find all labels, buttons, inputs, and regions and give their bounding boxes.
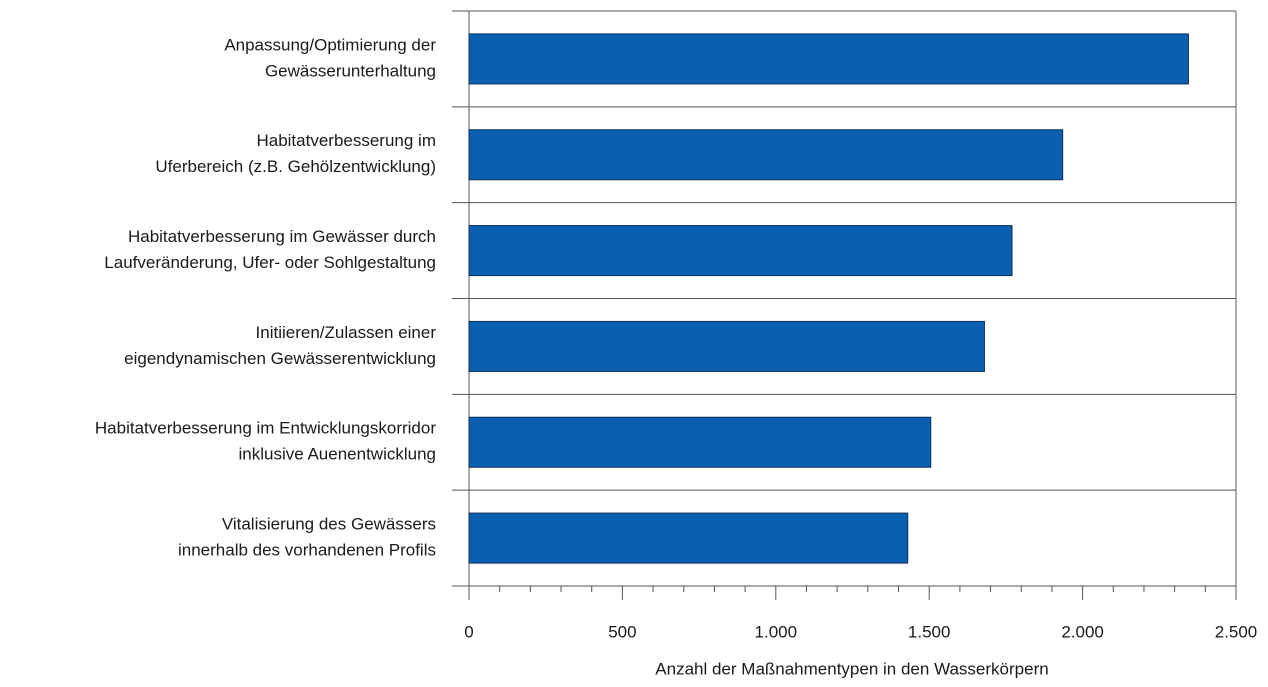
bar	[468, 512, 909, 564]
y-tick-label: inklusive Auenentwicklung	[238, 445, 436, 464]
y-tick-label: Vitalisierung des Gewässers	[222, 515, 436, 534]
x-tick-label: 2.000	[1061, 622, 1104, 641]
y-tick-label: eigendynamischen Gewässerentwicklung	[124, 349, 436, 368]
y-tick-label: Habitatverbesserung im Entwicklungskorri…	[95, 419, 436, 438]
y-tick-label: Uferbereich (z.B. Gehölzentwicklung)	[155, 157, 436, 176]
x-tick-label: 1.000	[755, 622, 798, 641]
x-axis-label: Anzahl der Maßnahmentypen in den Wasserk…	[655, 659, 1048, 678]
bar	[468, 129, 1064, 181]
y-tick-label: Gewässerunterhaltung	[265, 61, 436, 80]
bar	[468, 320, 985, 372]
y-tick-label: Habitatverbesserung im	[256, 131, 436, 150]
x-tick-label: 1.500	[908, 622, 951, 641]
bar	[468, 416, 932, 468]
x-tick-label: 0	[464, 622, 473, 641]
y-tick-label: Habitatverbesserung im Gewässer durch	[128, 227, 436, 246]
bar	[468, 33, 1189, 85]
y-tick-label: Anpassung/Optimierung der	[224, 35, 436, 54]
x-tick-label: 500	[608, 622, 636, 641]
y-tick-label: Initiieren/Zulassen einer	[256, 323, 437, 342]
y-tick-label: Laufveränderung, Ufer- oder Sohlgestaltu…	[104, 253, 436, 272]
y-tick-label: innerhalb des vorhandenen Profils	[178, 541, 436, 560]
bar	[468, 225, 1013, 277]
x-tick-label: 2.500	[1215, 622, 1258, 641]
